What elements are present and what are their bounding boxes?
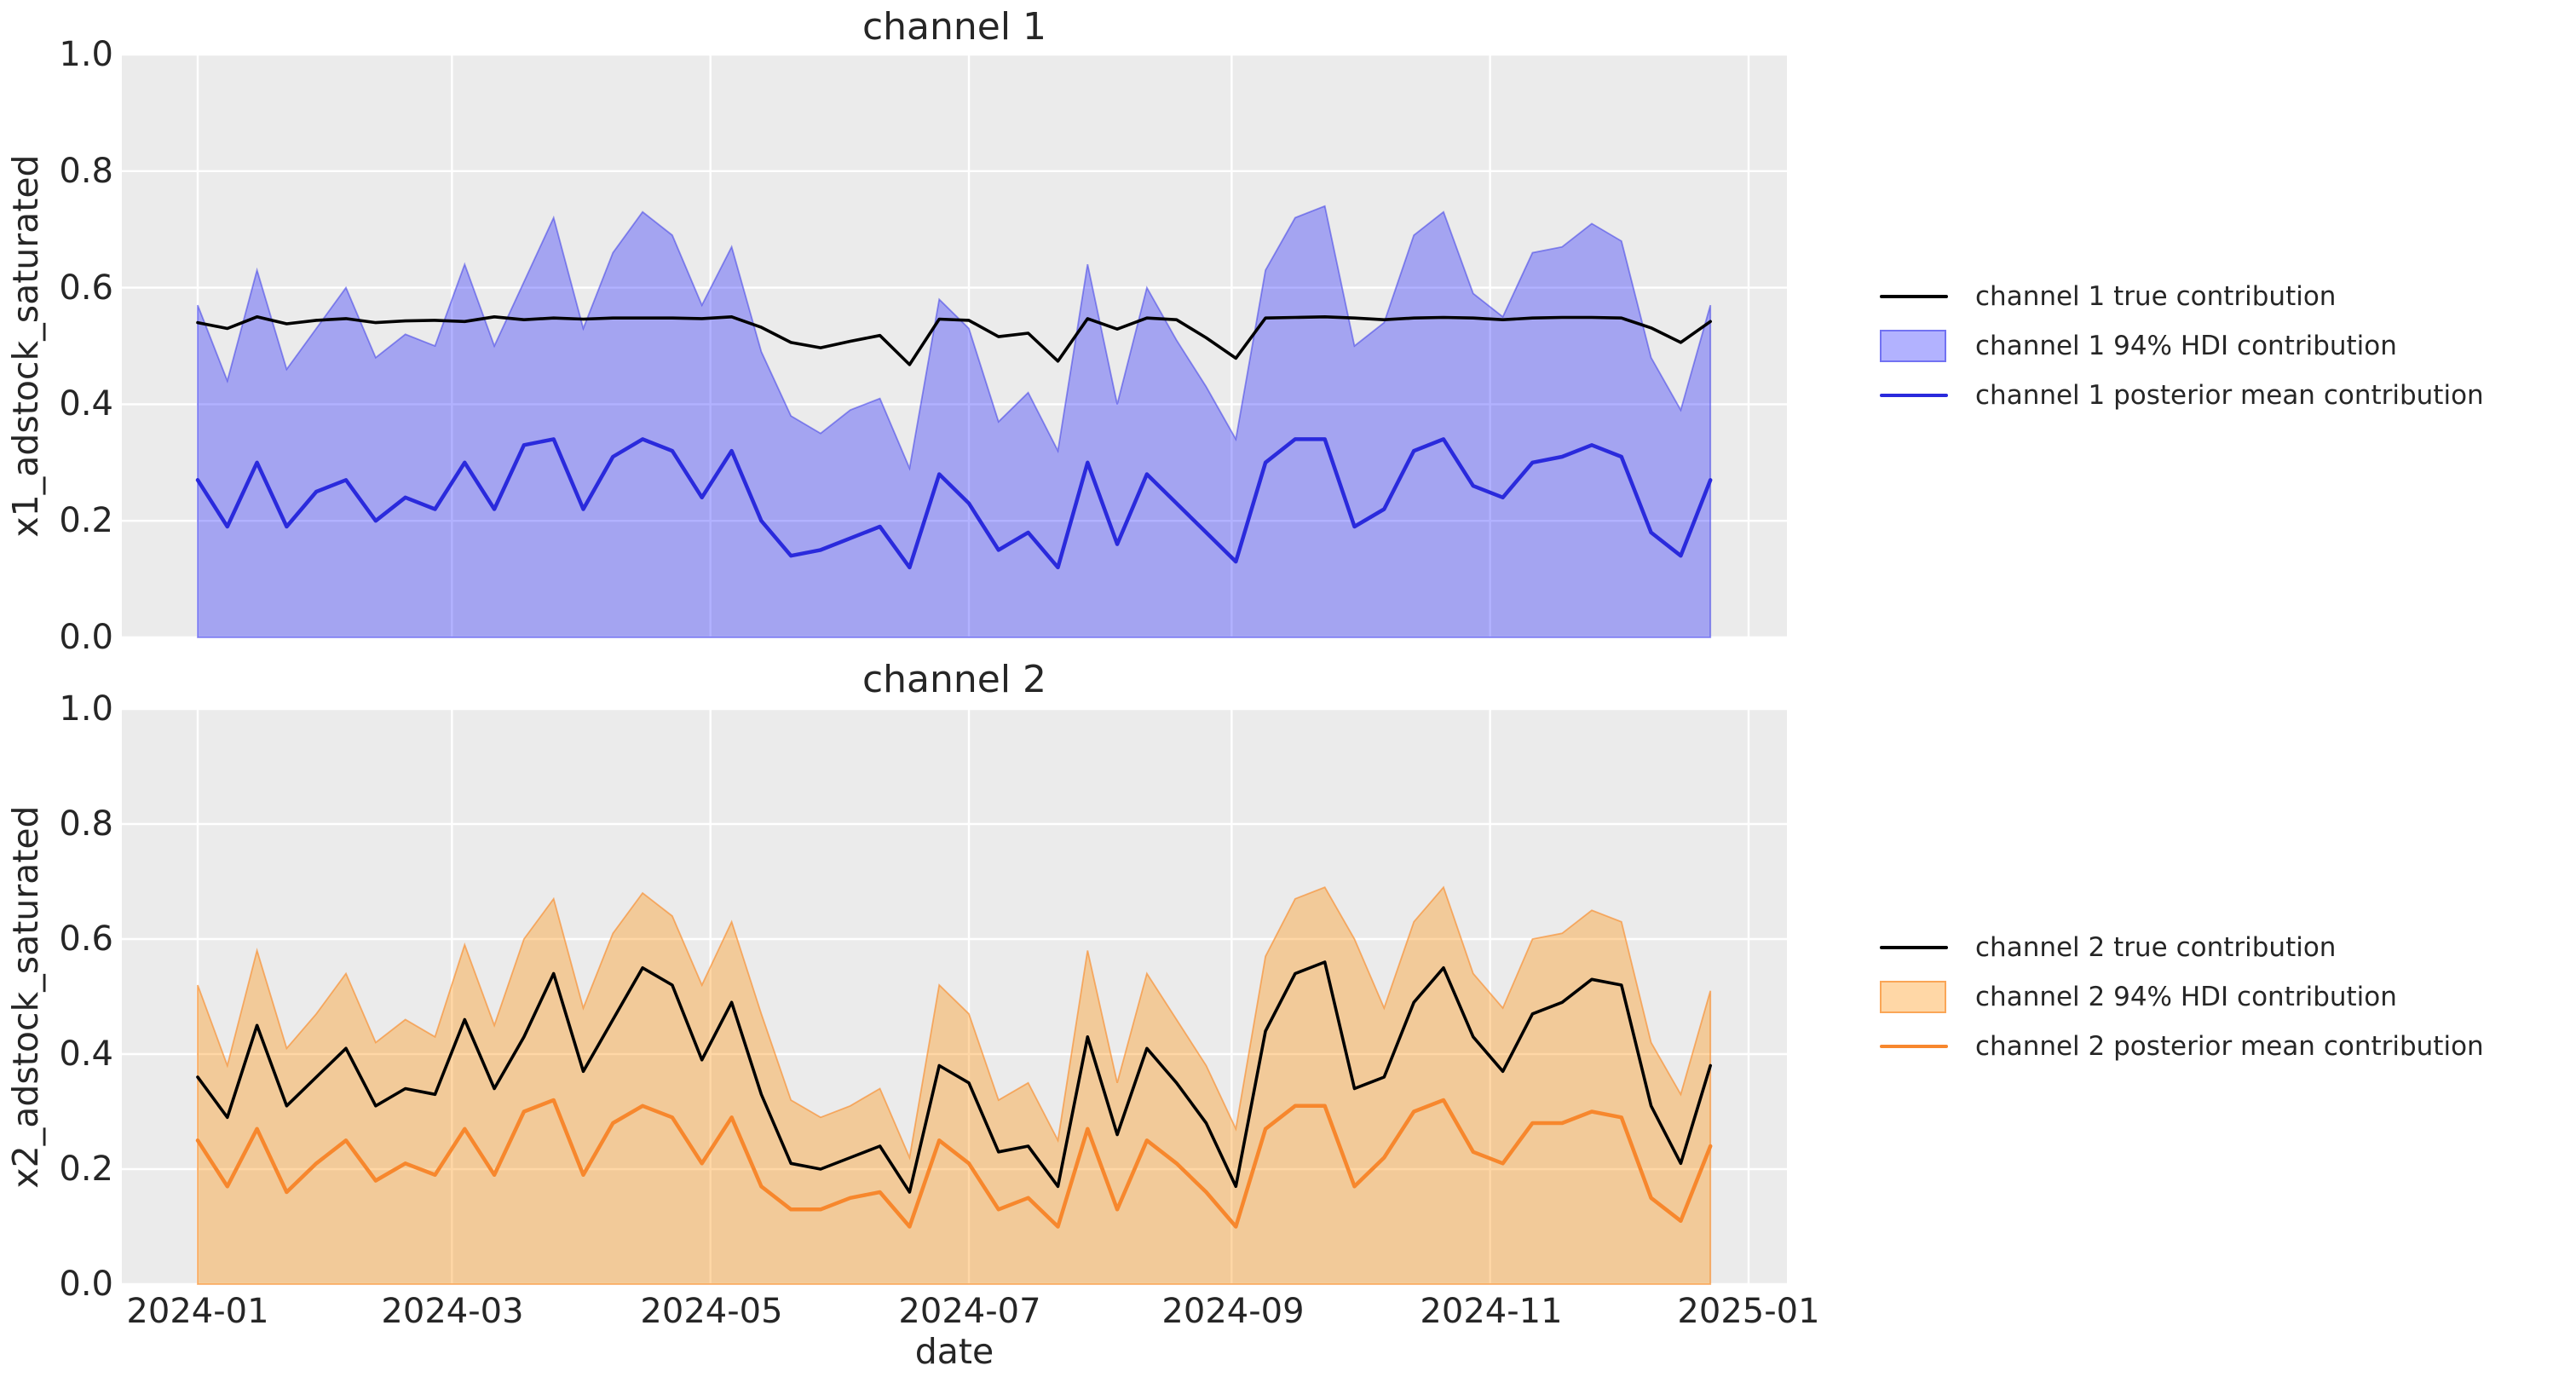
legend-item-true-2: channel 2 true contribution <box>1880 923 2484 972</box>
series-line-1-0 <box>196 960 1712 1194</box>
chart2-ytick-0.8: 0.8 <box>59 804 113 844</box>
chart2-title: channel 2 <box>862 658 1047 701</box>
hdi-band-0 <box>197 205 1712 638</box>
xtick-2024-01: 2024-01 <box>126 1292 269 1331</box>
chart2-ytick-0.4: 0.4 <box>59 1034 113 1074</box>
orange-line-swatch <box>1880 1044 1948 1049</box>
legend-label: channel 1 posterior mean contribution <box>1975 380 2484 411</box>
legend-label: channel 2 94% HDI contribution <box>1975 982 2397 1012</box>
channel-2-plot-area <box>122 707 1787 1286</box>
xtick-2024-11: 2024-11 <box>1420 1292 1563 1331</box>
chart1-legend: channel 1 true contribution channel 1 94… <box>1880 272 2484 420</box>
blue-line-swatch <box>1880 393 1948 398</box>
chart2-legend: channel 2 true contribution channel 2 94… <box>1880 923 2484 1071</box>
xtick-2024-09: 2024-09 <box>1161 1292 1305 1331</box>
xtick-2024-07: 2024-07 <box>898 1292 1041 1331</box>
hdi-band-1 <box>197 885 1712 1285</box>
black-line-swatch <box>1880 295 1948 298</box>
legend-label: channel 2 posterior mean contribution <box>1975 1031 2484 1062</box>
black-line-swatch <box>1880 946 1948 949</box>
legend-label: channel 1 94% HDI contribution <box>1975 331 2397 361</box>
chart1-ytick-0.8: 0.8 <box>59 152 113 191</box>
x-axis-label-date: date <box>914 1331 994 1372</box>
chart1-ytick-1.0: 1.0 <box>59 35 113 74</box>
legend-item-mean-1: channel 1 posterior mean contribution <box>1880 371 2484 420</box>
chart1-title: channel 1 <box>862 5 1047 49</box>
chart1-ytick-0.2: 0.2 <box>59 501 113 540</box>
xtick-2025-01: 2025-01 <box>1677 1292 1820 1331</box>
hdi-patch-swatch <box>1880 981 1948 1013</box>
legend-item-hdi-1: channel 1 94% HDI contribution <box>1880 321 2484 371</box>
series-line-1-1 <box>195 1098 1713 1229</box>
chart2-ytick-0.0: 0.0 <box>59 1265 113 1304</box>
chart1-ytick-0.4: 0.4 <box>59 384 113 424</box>
series-line-0-0 <box>196 314 1712 366</box>
chart2-y-axis-label: x2_adstock_saturated <box>5 805 46 1189</box>
chart2-ytick-0.6: 0.6 <box>59 919 113 959</box>
chart1-ytick-0.6: 0.6 <box>59 268 113 308</box>
series-line-0-1 <box>195 437 1713 570</box>
chart2-ytick-1.0: 1.0 <box>59 689 113 729</box>
axes-background-1 <box>122 709 1787 1284</box>
chart2-ytick-0.2: 0.2 <box>59 1150 113 1189</box>
legend-item-true-1: channel 1 true contribution <box>1880 272 2484 321</box>
xtick-2024-03: 2024-03 <box>381 1292 524 1331</box>
axes-background-0 <box>122 55 1787 637</box>
legend-item-hdi-2: channel 2 94% HDI contribution <box>1880 972 2484 1022</box>
chart1-y-axis-label: x1_adstock_saturated <box>5 154 46 538</box>
legend-label: channel 1 true contribution <box>1975 281 2337 312</box>
xtick-2024-05: 2024-05 <box>640 1292 783 1331</box>
channel-1-plot-area <box>122 53 1787 639</box>
legend-label: channel 2 true contribution <box>1975 932 2337 963</box>
chart1-ytick-0.0: 0.0 <box>59 618 113 657</box>
hdi-patch-swatch <box>1880 330 1948 362</box>
legend-item-mean-2: channel 2 posterior mean contribution <box>1880 1022 2484 1071</box>
